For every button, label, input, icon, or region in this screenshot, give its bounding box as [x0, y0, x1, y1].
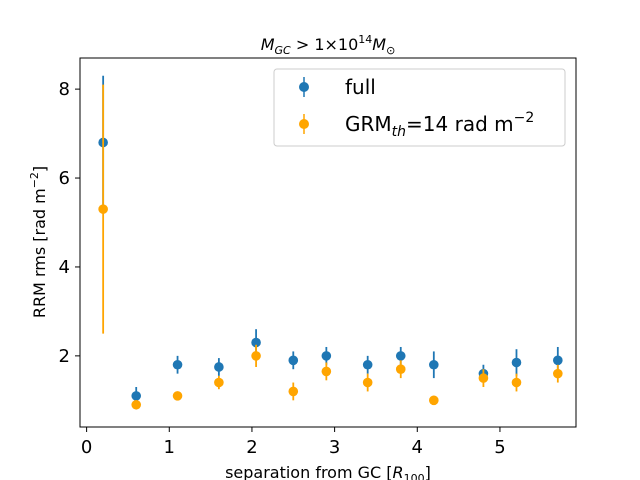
- y-axis-label: RRM rms [rad m−2]: [28, 166, 49, 318]
- plot-area-frame: [79, 57, 577, 428]
- data-point: [98, 204, 108, 214]
- data-point: [553, 368, 563, 379]
- y-tick-label: 2: [59, 346, 70, 367]
- series-layer: [98, 75, 563, 410]
- legend-label-grm: GRMth=14 rad m−2: [345, 110, 534, 140]
- data-point: [429, 359, 439, 370]
- data-point: [131, 399, 142, 410]
- x-tick-label: 4: [412, 437, 423, 458]
- series-grm: [98, 84, 563, 410]
- data-point: [429, 395, 439, 406]
- data-point: [172, 391, 183, 401]
- y-tick-label: 8: [59, 79, 70, 100]
- chart-title: MGC > 1×1014M⊙: [261, 33, 396, 57]
- x-tick-label: 2: [246, 437, 257, 458]
- legend-entry-full: full: [299, 75, 376, 99]
- x-tick-label: 0: [81, 437, 92, 458]
- data-point: [362, 377, 373, 388]
- data-point: [511, 357, 522, 368]
- x-axis-label: separation from GC [R100]: [225, 463, 431, 480]
- legend: full GRMth=14 rad m−2: [273, 68, 566, 147]
- axis-ticks: 0 1 2 3 4 5 2 4 6 8: [59, 79, 506, 458]
- data-point: [395, 351, 406, 361]
- data-point: [395, 364, 406, 375]
- data-point: [251, 337, 261, 348]
- data-point: [321, 366, 332, 377]
- x-tick-label: 5: [494, 437, 505, 458]
- data-point: [288, 355, 299, 366]
- data-point: [172, 359, 183, 370]
- data-point: [321, 351, 332, 361]
- legend-box: [273, 68, 566, 147]
- legend-entry-grm: GRMth=14 rad m−2: [299, 110, 534, 140]
- data-point: [214, 362, 224, 372]
- data-point: [251, 351, 261, 361]
- y-tick-label: 6: [59, 168, 70, 189]
- data-point: [214, 377, 224, 388]
- x-tick-label: 1: [164, 437, 175, 458]
- legend-label-full: full: [345, 75, 376, 99]
- data-point: [288, 386, 299, 397]
- x-tick-label: 3: [329, 437, 340, 458]
- data-point: [553, 355, 563, 366]
- data-point: [511, 377, 522, 388]
- y-tick-label: 4: [59, 257, 70, 278]
- data-point: [362, 359, 373, 370]
- data-point: [131, 391, 142, 401]
- data-point: [478, 373, 489, 383]
